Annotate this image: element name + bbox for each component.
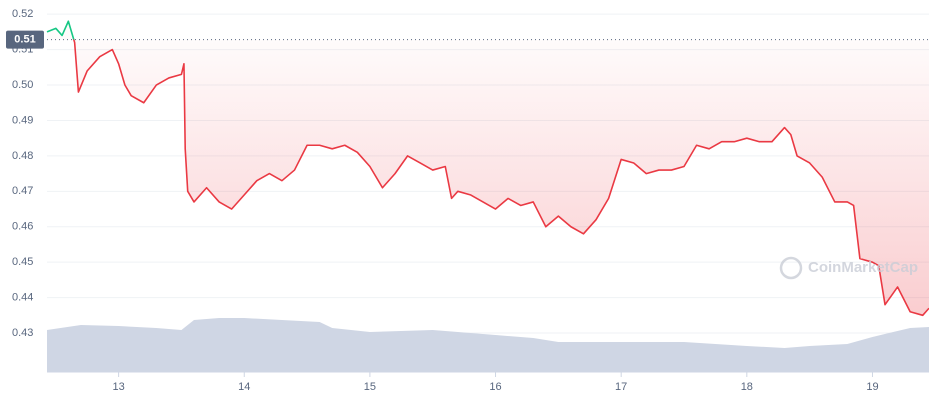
price-line [46,20,929,317]
x-tick-label: 18 [741,381,753,393]
x-tick-label: 14 [238,381,250,393]
x-tick-label: 16 [489,381,501,393]
y-tick-label: 0.45 [12,256,33,268]
x-tick-label: 17 [615,381,627,393]
volume-area [47,318,929,372]
y-tick-label: 0.52 [12,8,33,20]
reference-badge [6,30,44,49]
y-tick-label: 0.44 [12,292,33,304]
y-tick-label: 0.48 [12,150,33,162]
reference-label: 0.51 [14,34,35,46]
y-tick-label: 0.43 [12,327,33,339]
y-tick-label: 0.50 [12,79,33,91]
y-tick-label: 0.46 [12,221,33,233]
x-tick-label: 13 [112,381,124,393]
price-area [47,21,929,316]
x-tick-label: 15 [364,381,376,393]
y-tick-label: 0.47 [12,185,33,197]
x-tick-label: 19 [866,381,878,393]
watermark-logo [779,256,803,280]
y-tick-label: 0.49 [12,114,33,126]
watermark: CoinMarketCap [808,259,918,276]
